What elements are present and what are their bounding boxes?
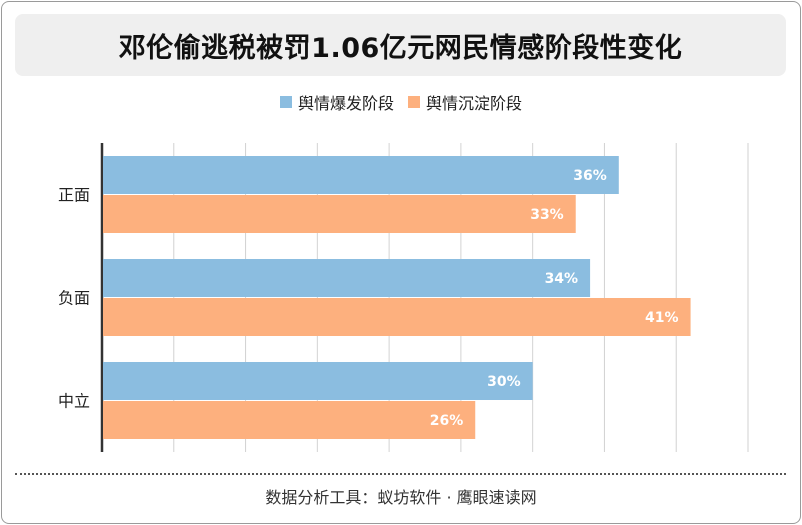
category-label: 中立 [58,392,90,411]
bar [103,195,576,233]
footer-divider [15,473,786,475]
data-label: 26% [430,413,464,429]
data-label: 34% [545,271,579,287]
bar [103,401,476,439]
data-label: 33% [530,207,564,223]
category-label: 负面 [58,289,90,308]
legend-swatch-settle [408,96,420,108]
data-label: 36% [573,168,607,184]
bar [103,259,591,297]
data-label: 41% [645,310,679,326]
legend-swatch-outbreak [279,96,292,108]
chart-title: 邓伦偷逃税被罚1.06亿元网民情感阶段性变化 [118,32,683,64]
bar [103,156,619,194]
source-note: 数据分析工具：蚁坊软件 · 鹰眼速读网 [265,488,537,507]
legend-label-settle: 舆情沉淀阶段 [426,94,523,113]
legend-item-outbreak: 舆情爆发阶段 [279,90,394,114]
bar [103,362,533,400]
bar [103,298,691,336]
category-label: 正面 [58,186,90,205]
legend-label-outbreak: 舆情爆发阶段 [297,94,394,113]
data-label: 30% [487,374,521,390]
legend: 舆情爆发阶段 舆情沉淀阶段 [0,90,802,114]
title-banner: 邓伦偷逃税被罚1.06亿元网民情感阶段性变化 [15,14,786,76]
legend-item-settle: 舆情沉淀阶段 [408,90,522,114]
